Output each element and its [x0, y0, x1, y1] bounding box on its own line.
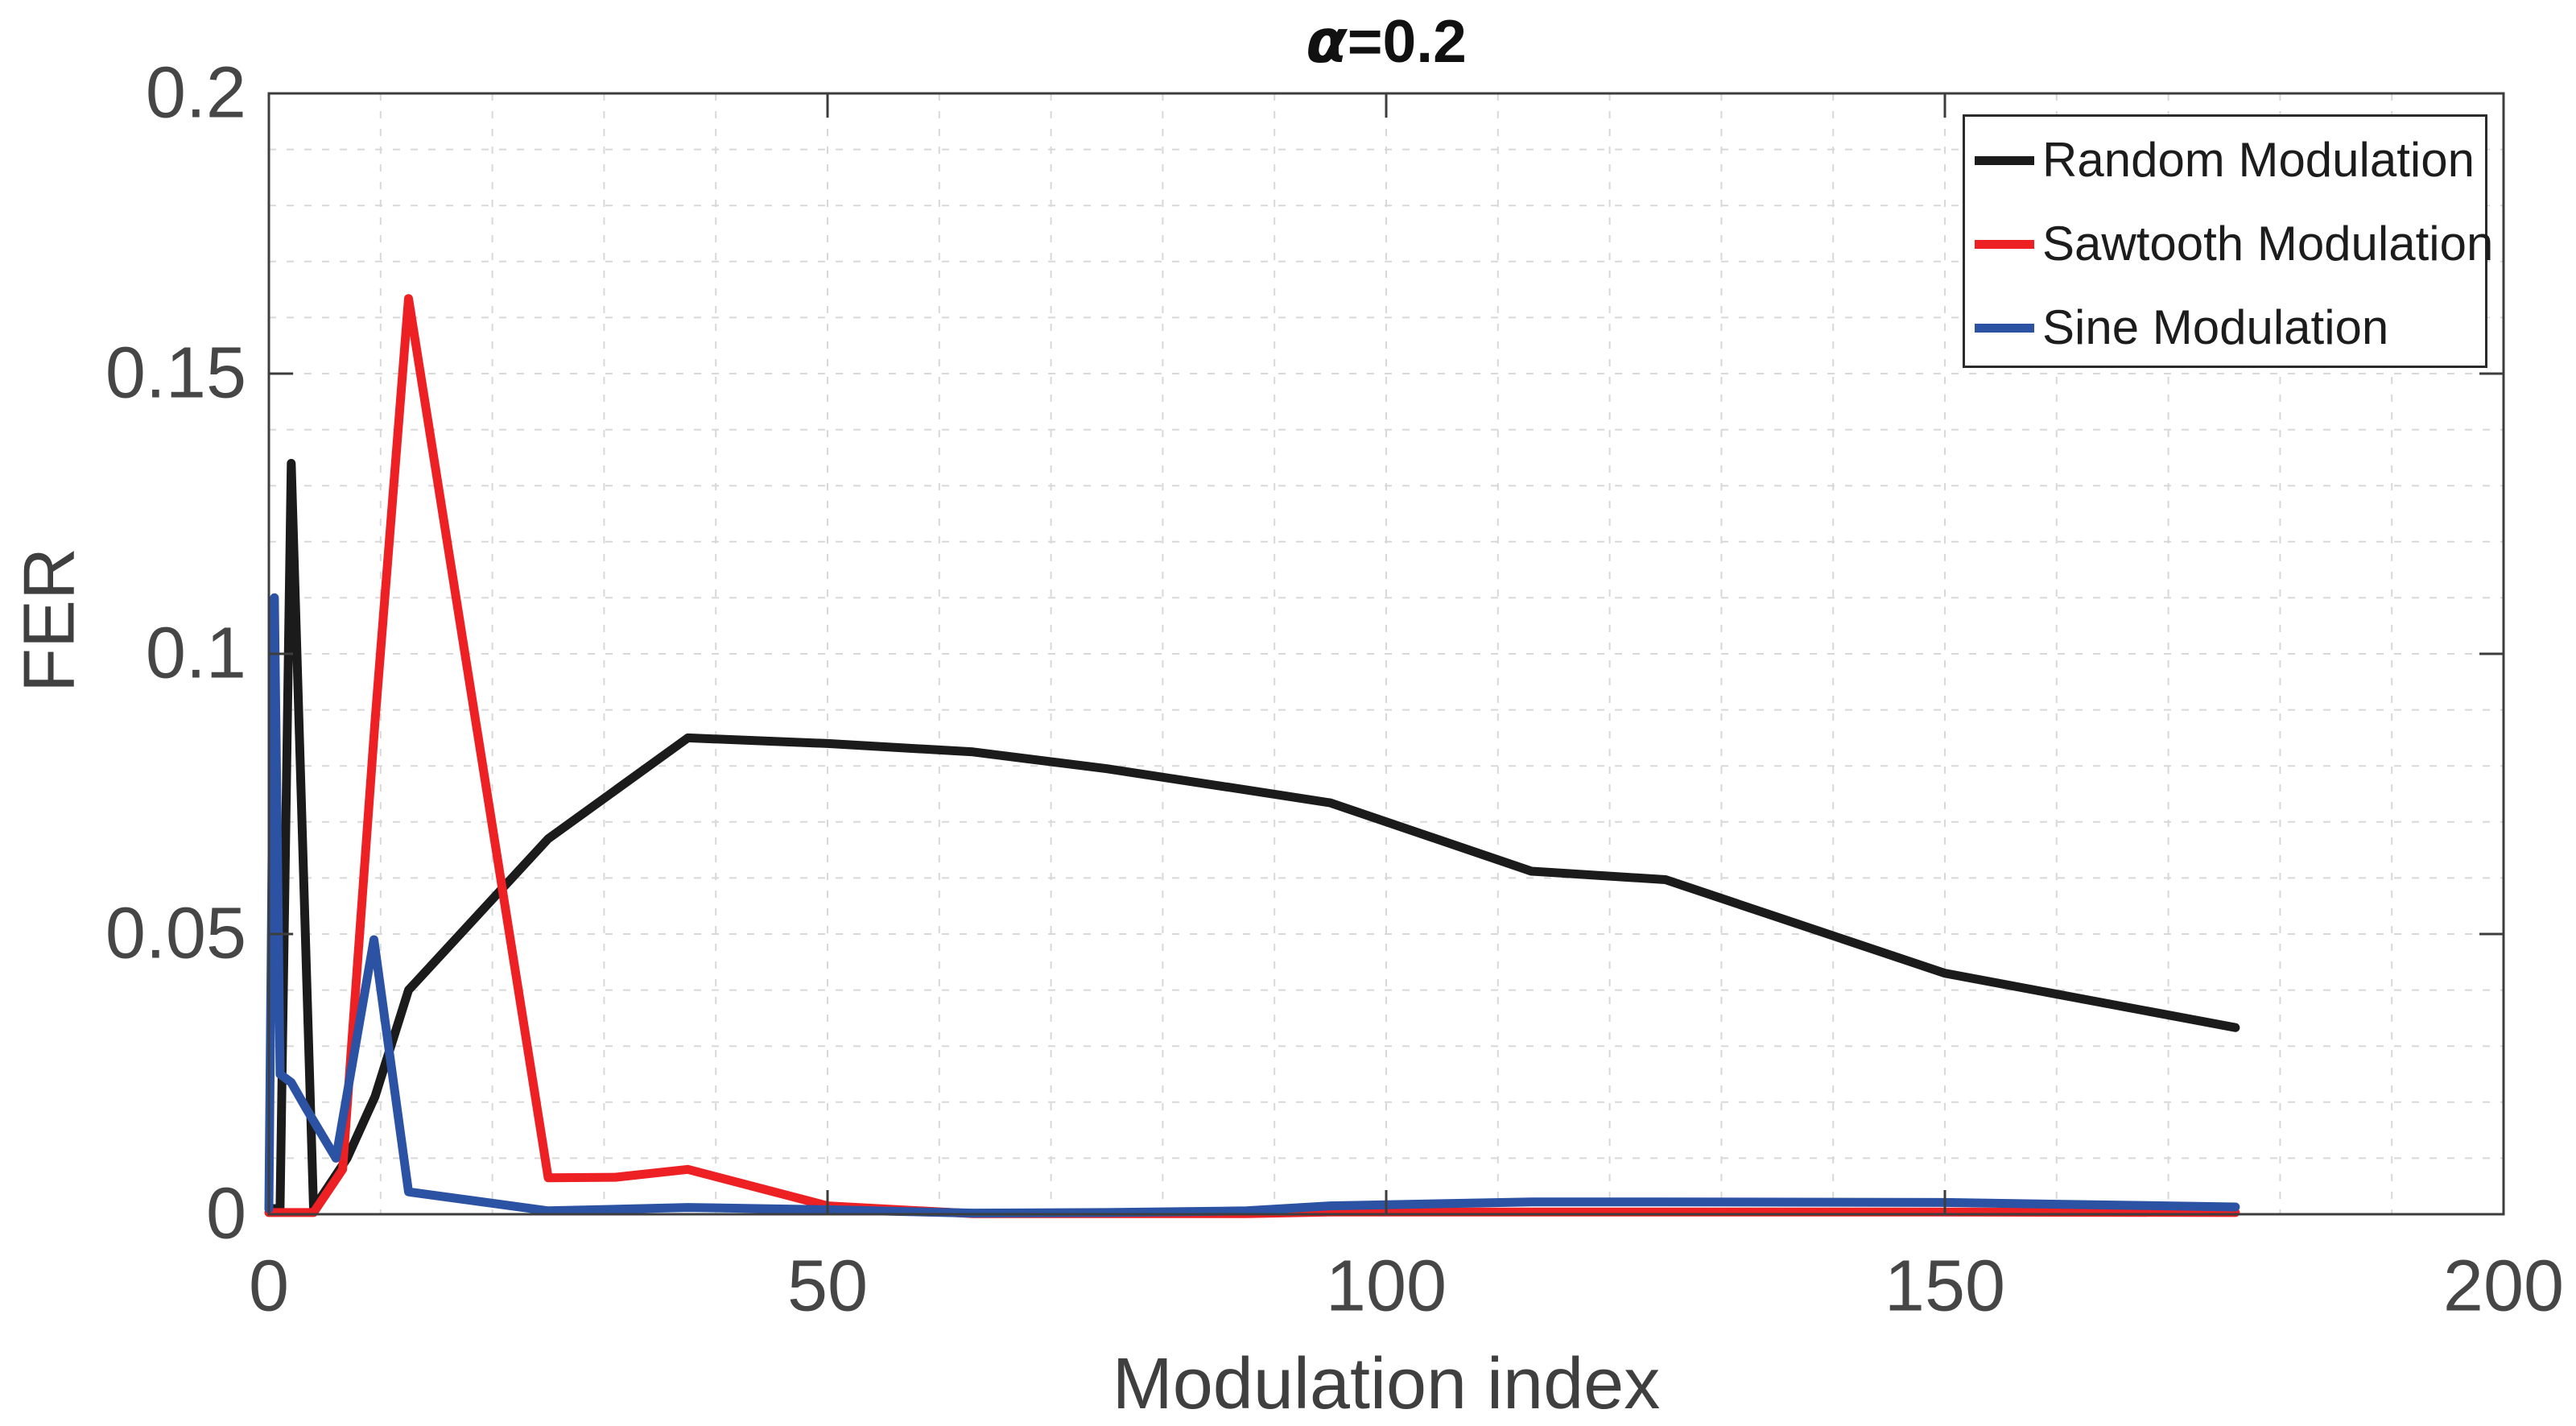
- legend-label: Sine Modulation: [2042, 300, 2389, 354]
- x-axis-label: Modulation index: [1112, 1344, 1661, 1424]
- legend-label: Random Modulation: [2042, 133, 2475, 187]
- y-tick-label: 0.05: [105, 893, 246, 974]
- x-tick-label: 150: [1884, 1246, 2006, 1327]
- x-tick-label: 200: [2442, 1246, 2565, 1327]
- legend-label: Sawtooth Modulation: [2042, 217, 2494, 271]
- x-tick-label: 0: [248, 1246, 290, 1327]
- legend: Random Modulation Sawtooth Modulation Si…: [1963, 114, 2493, 370]
- alpha-symbol: α: [1306, 6, 1348, 76]
- sine-modulation-line-swatch: [1975, 323, 2034, 333]
- series-line-sawtooth-modulation: [264, 294, 2240, 1218]
- series-line-random-modulation: [264, 458, 2240, 1213]
- random-modulation-line-swatch: [1975, 155, 2034, 165]
- legend-item-sawtooth: Sawtooth Modulation: [1965, 202, 2493, 286]
- y-tick-label: 0.2: [145, 52, 246, 134]
- chart-title-text: =0.2: [1347, 7, 1467, 75]
- y-tick-label: 0.15: [105, 333, 246, 414]
- y-tick-label: 0: [205, 1173, 246, 1254]
- legend-item-sine: Sine Modulation: [1965, 286, 2485, 370]
- chart-title: α=0.2: [269, 8, 2504, 75]
- sawtooth-modulation-line-swatch: [1975, 239, 2034, 249]
- y-tick-label: 0.1: [145, 613, 246, 694]
- x-tick-label: 50: [786, 1246, 869, 1327]
- series-line-sine-modulation: [264, 593, 2240, 1218]
- x-tick-label: 100: [1325, 1246, 1447, 1327]
- legend-item-random: Random Modulation: [1965, 118, 2485, 202]
